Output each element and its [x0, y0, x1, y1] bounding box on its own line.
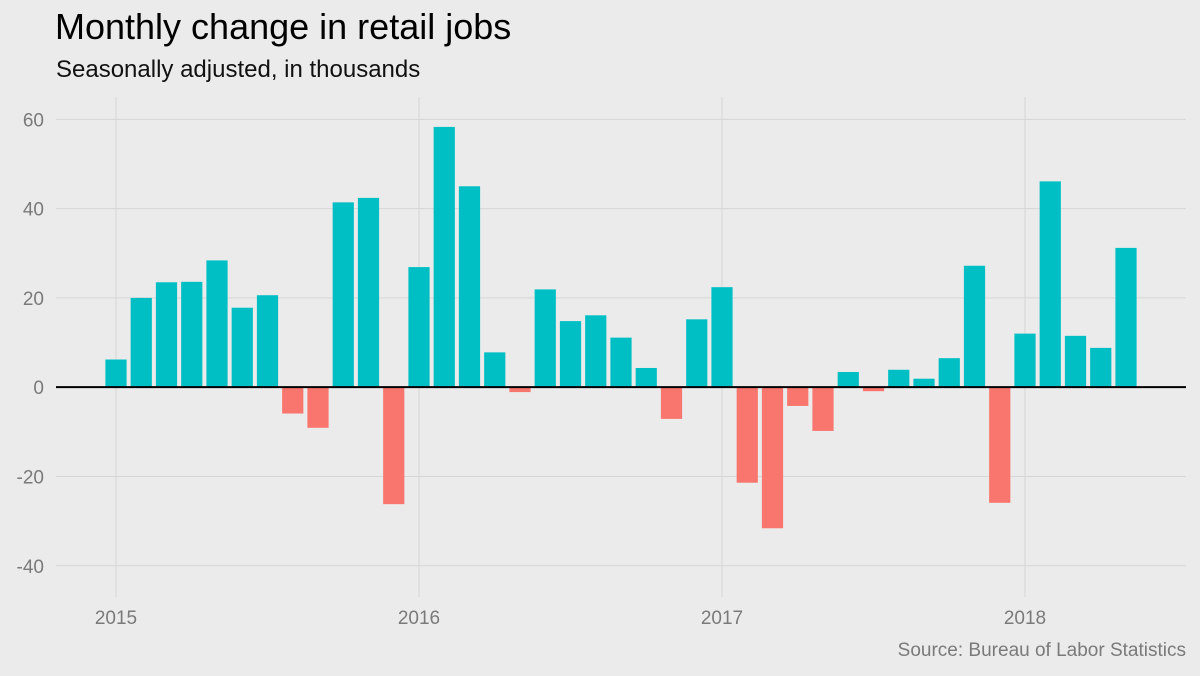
bar	[484, 352, 506, 388]
bar	[837, 372, 859, 388]
bar	[509, 387, 531, 393]
y-tick-label: 20	[23, 289, 44, 310]
bar	[433, 126, 455, 388]
bar	[357, 197, 380, 388]
bar	[383, 387, 405, 505]
bar	[105, 359, 127, 388]
bar	[1090, 347, 1112, 388]
bar	[231, 307, 253, 388]
y-tick-label: 60	[23, 110, 44, 131]
bar	[1039, 181, 1061, 388]
bar	[585, 315, 607, 388]
bar	[989, 387, 1011, 503]
bar	[938, 358, 960, 388]
bar	[635, 367, 657, 388]
bar	[332, 202, 354, 388]
x-tick-label: 2017	[701, 608, 743, 629]
bar	[1115, 247, 1137, 388]
bar	[130, 297, 152, 388]
bar	[660, 387, 683, 419]
bar	[812, 387, 834, 431]
bar	[206, 260, 228, 388]
bar	[256, 295, 279, 388]
bar	[711, 287, 733, 388]
y-tick-label: 40	[23, 200, 44, 221]
bar	[761, 387, 784, 529]
chart-source: Source: Bureau of Labor Statistics	[897, 640, 1186, 661]
x-tick-label: 2016	[398, 608, 440, 629]
x-tick-label: 2018	[1004, 608, 1046, 629]
y-tick-label: -40	[17, 557, 44, 578]
bar	[888, 369, 910, 388]
bar	[559, 321, 582, 388]
bar	[307, 387, 329, 428]
bar	[913, 378, 935, 388]
bar	[534, 289, 556, 388]
chart-title: Monthly change in retail jobs	[55, 6, 512, 47]
bar	[963, 265, 986, 388]
y-tick-label: -20	[17, 467, 44, 488]
chart-subtitle: Seasonally adjusted, in thousands	[56, 56, 421, 83]
bar	[458, 186, 481, 388]
x-tick-label: 2015	[95, 608, 137, 629]
bar	[1014, 333, 1036, 388]
bar	[1064, 335, 1087, 388]
bar	[282, 387, 304, 414]
bar	[181, 281, 203, 388]
y-tick-label: 0	[33, 378, 44, 399]
bar	[610, 337, 632, 388]
bar	[736, 387, 758, 483]
bar	[686, 319, 708, 388]
bar	[787, 387, 809, 406]
bar	[408, 267, 430, 388]
bar	[155, 282, 178, 388]
bar	[862, 387, 885, 392]
